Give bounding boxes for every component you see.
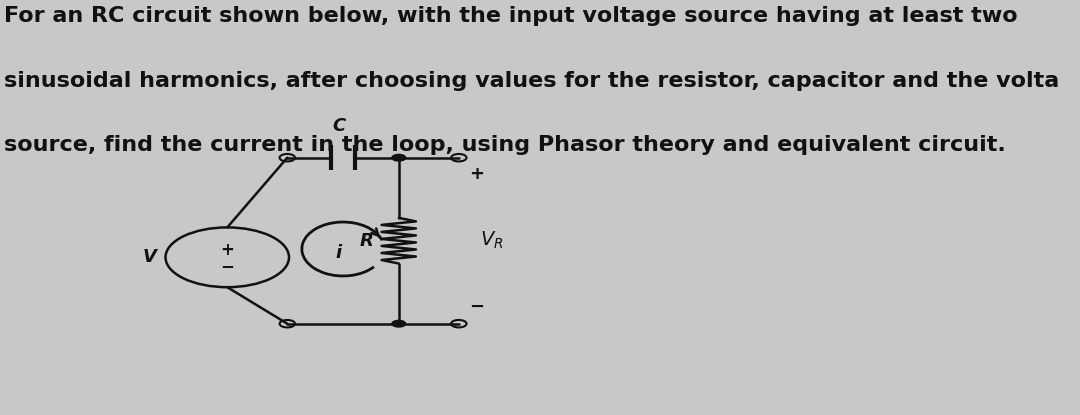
Text: For an RC circuit shown below, with the input voltage source having at least two: For an RC circuit shown below, with the … bbox=[4, 6, 1018, 26]
Text: i: i bbox=[336, 244, 341, 262]
Text: +: + bbox=[220, 241, 234, 259]
Text: −: − bbox=[469, 298, 484, 316]
Text: +: + bbox=[469, 165, 484, 183]
Text: $V_R$: $V_R$ bbox=[481, 230, 503, 251]
Circle shape bbox=[392, 154, 406, 161]
Text: C: C bbox=[333, 117, 346, 135]
Text: V: V bbox=[143, 248, 157, 266]
Circle shape bbox=[392, 320, 406, 327]
Text: sinusoidal harmonics, after choosing values for the resistor, capacitor and the : sinusoidal harmonics, after choosing val… bbox=[4, 71, 1059, 90]
Text: R: R bbox=[360, 232, 373, 250]
Text: source, find the current in the loop, using Phasor theory and equivalent circuit: source, find the current in the loop, us… bbox=[4, 135, 1007, 155]
Text: −: − bbox=[220, 257, 234, 276]
